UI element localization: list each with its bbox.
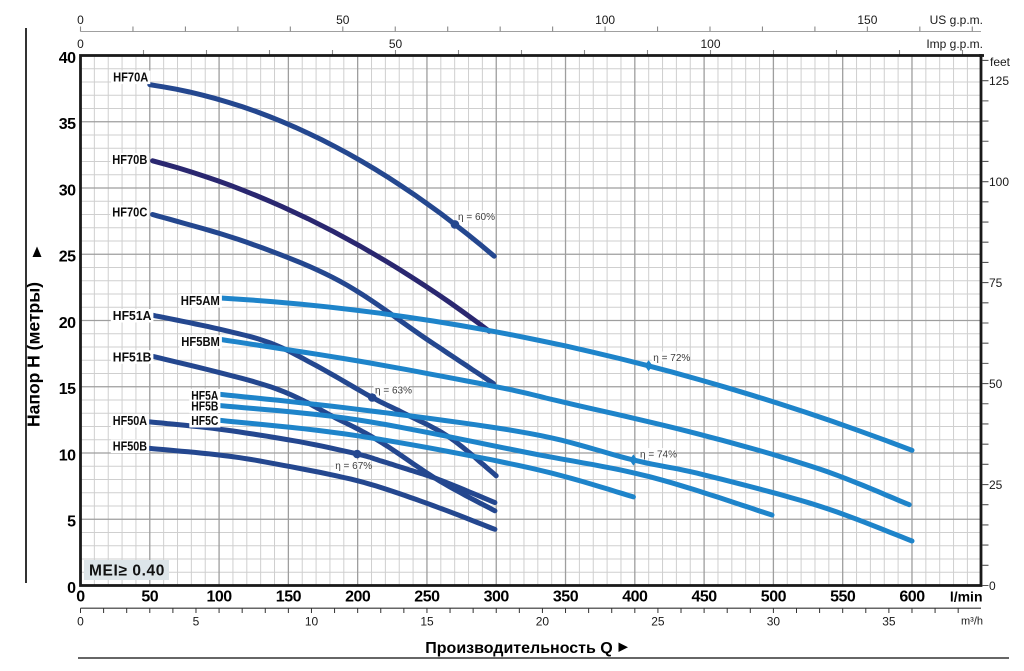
svg-text:5: 5 [67, 514, 76, 531]
svg-text:50: 50 [336, 13, 350, 27]
svg-text:HF50B: HF50B [113, 440, 147, 454]
svg-text:250: 250 [414, 589, 440, 606]
svg-text:HF5A: HF5A [191, 389, 218, 403]
svg-text:100: 100 [206, 589, 232, 606]
svg-text:HF5C: HF5C [191, 414, 218, 428]
svg-text:100: 100 [595, 13, 615, 27]
svg-text:HF70B: HF70B [112, 153, 147, 167]
svg-text:η = 74%: η = 74% [640, 450, 677, 461]
svg-text:35: 35 [59, 116, 76, 133]
svg-text:η = 63%: η = 63% [375, 386, 412, 397]
svg-text:25: 25 [651, 614, 665, 628]
svg-text:15: 15 [420, 614, 434, 628]
svg-text:HF51B: HF51B [113, 350, 152, 364]
svg-text:125: 125 [989, 74, 1009, 88]
svg-text:US g.p.m.: US g.p.m. [930, 13, 983, 27]
svg-text:Производительность Q: Производительность Q [425, 640, 612, 657]
svg-text:500: 500 [761, 589, 787, 606]
svg-text:η = 60%: η = 60% [458, 212, 495, 223]
svg-text:30: 30 [59, 182, 76, 199]
svg-text:35: 35 [882, 614, 896, 628]
svg-text:HF70C: HF70C [112, 206, 147, 220]
svg-text:400: 400 [622, 589, 648, 606]
svg-text:0: 0 [67, 580, 76, 597]
svg-text:m³/h: m³/h [961, 616, 983, 628]
svg-text:450: 450 [691, 589, 717, 606]
svg-text:40: 40 [59, 50, 76, 67]
svg-text:20: 20 [59, 315, 76, 332]
svg-text:0: 0 [77, 13, 84, 27]
svg-text:600: 600 [899, 589, 925, 606]
svg-text:200: 200 [345, 589, 371, 606]
svg-text:5: 5 [193, 614, 200, 628]
svg-text:25: 25 [989, 478, 1003, 492]
svg-text:Imp g.p.m.: Imp g.p.m. [926, 37, 983, 51]
svg-text:350: 350 [553, 589, 579, 606]
svg-text:HF5AM: HF5AM [181, 294, 220, 308]
svg-text:100: 100 [989, 175, 1009, 189]
svg-text:Напор H (метры): Напор H (метры) [24, 282, 44, 427]
svg-text:150: 150 [857, 13, 877, 27]
svg-text:HF5B: HF5B [191, 400, 218, 414]
svg-text:η = 72%: η = 72% [653, 353, 690, 364]
svg-text:25: 25 [59, 249, 76, 266]
svg-text:10: 10 [59, 447, 76, 464]
svg-text:l/min: l/min [950, 589, 983, 605]
svg-text:20: 20 [536, 614, 550, 628]
svg-text:550: 550 [830, 589, 856, 606]
svg-text:HF51A: HF51A [113, 309, 152, 323]
svg-text:0: 0 [77, 614, 84, 628]
svg-text:150: 150 [276, 589, 302, 606]
svg-text:50: 50 [141, 589, 158, 606]
svg-text:50: 50 [389, 37, 403, 51]
svg-text:HF50A: HF50A [113, 414, 147, 428]
svg-text:30: 30 [767, 614, 781, 628]
svg-text:10: 10 [305, 614, 319, 628]
svg-text:50: 50 [989, 377, 1003, 391]
svg-text:0: 0 [989, 579, 996, 593]
svg-text:0: 0 [77, 37, 84, 51]
svg-text:feet: feet [990, 55, 1011, 69]
svg-text:300: 300 [484, 589, 510, 606]
svg-text:HF5BM: HF5BM [181, 335, 220, 349]
svg-text:MEI≥ 0.40: MEI≥ 0.40 [89, 563, 165, 580]
svg-text:η = 67%: η = 67% [335, 461, 372, 472]
svg-text:HF70A: HF70A [113, 71, 148, 85]
svg-text:0: 0 [76, 589, 85, 606]
svg-text:75: 75 [989, 276, 1003, 290]
svg-text:15: 15 [59, 381, 76, 398]
svg-text:100: 100 [700, 37, 720, 51]
